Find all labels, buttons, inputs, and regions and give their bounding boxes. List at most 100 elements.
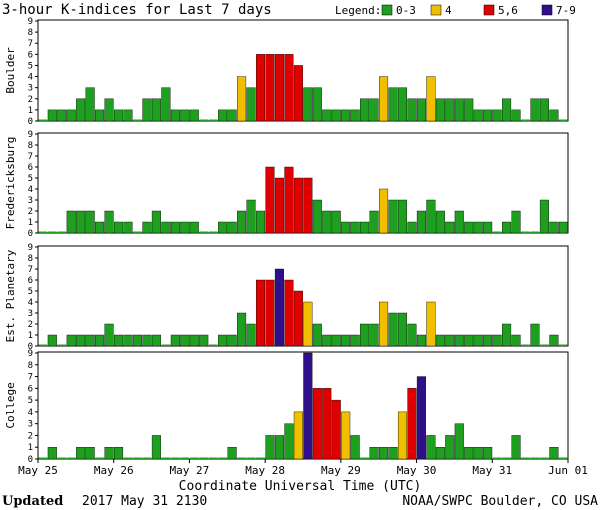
bar	[388, 312, 398, 347]
bar	[284, 166, 294, 234]
bar	[95, 457, 104, 459]
bar	[161, 344, 171, 346]
y-tick-label: 2	[28, 431, 33, 441]
bar	[521, 119, 530, 121]
bar	[104, 323, 114, 347]
bar	[293, 411, 303, 460]
panels: 0123456789Boulder0123456789Fredericksbur…	[4, 17, 569, 465]
bar	[435, 334, 445, 347]
bar	[397, 411, 408, 460]
bar	[274, 268, 284, 347]
bar	[227, 109, 237, 122]
bar	[549, 109, 559, 122]
bar	[530, 457, 540, 459]
bar	[341, 334, 351, 347]
bar	[464, 98, 474, 122]
bar	[47, 109, 57, 122]
bar	[85, 447, 95, 460]
y-tick-label: 8	[28, 361, 33, 371]
bar	[397, 199, 408, 234]
bar	[199, 457, 209, 459]
bar	[114, 109, 124, 122]
bar	[464, 447, 474, 460]
bar	[492, 334, 502, 347]
bar	[502, 323, 512, 347]
bar	[322, 388, 332, 460]
y-tick-label: 4	[28, 73, 33, 83]
bar	[47, 334, 57, 347]
bar	[559, 457, 568, 459]
bar	[416, 98, 426, 122]
bar	[539, 199, 549, 234]
bar	[388, 199, 398, 234]
bar	[95, 109, 105, 122]
bar	[133, 457, 142, 459]
y-tick-label: 6	[28, 163, 33, 173]
legend-entry-2: 5,6	[498, 4, 518, 17]
bar	[454, 423, 464, 460]
bar	[502, 221, 512, 234]
bar	[559, 344, 568, 346]
legend-swatch-3	[541, 4, 553, 16]
bar	[435, 210, 445, 234]
bar	[445, 98, 455, 122]
bar	[227, 221, 237, 234]
bar	[407, 98, 417, 122]
bar	[341, 109, 351, 122]
bar	[369, 447, 379, 460]
bar	[255, 54, 266, 122]
bar	[549, 447, 559, 460]
panel-frame	[37, 351, 569, 460]
y-tick-label: 9	[28, 130, 33, 140]
bar	[161, 457, 171, 459]
bar	[341, 411, 351, 460]
bar	[199, 231, 209, 233]
bar	[218, 221, 228, 234]
bar	[246, 323, 256, 347]
bar	[530, 231, 540, 233]
bar	[95, 334, 105, 347]
credit-text: NOAA/SWPC Boulder, CO USA	[402, 494, 598, 509]
y-tick-label: 9	[28, 349, 33, 359]
bar	[38, 344, 48, 346]
bar	[360, 323, 370, 347]
x-tick-label: May 30	[397, 464, 437, 477]
bar	[151, 210, 161, 234]
bar	[246, 199, 256, 234]
bar	[426, 435, 436, 460]
bar	[445, 334, 455, 347]
bar	[104, 98, 114, 122]
bar	[312, 323, 322, 347]
bar	[435, 98, 445, 122]
bar	[123, 109, 133, 122]
bar	[38, 231, 48, 233]
legend-entry-3: 7-9	[556, 4, 576, 17]
legend-entry-0: 0-3	[396, 4, 416, 17]
y-tick-label: 4	[28, 298, 33, 308]
y-tick-label: 0	[28, 342, 33, 352]
bar	[540, 344, 549, 346]
bar	[473, 109, 483, 122]
y-tick-label: 0	[28, 229, 33, 239]
bar	[142, 457, 152, 459]
bar	[255, 210, 266, 234]
bar	[407, 388, 417, 460]
bar	[151, 435, 161, 460]
bar	[208, 119, 218, 121]
x-tick-label: Jun 01	[548, 464, 588, 477]
bar	[274, 435, 284, 460]
bar	[397, 312, 408, 347]
bar	[312, 388, 322, 460]
bar	[435, 447, 445, 460]
bar	[322, 109, 332, 122]
bar	[142, 221, 152, 234]
panel-label: College	[4, 382, 17, 428]
bar	[255, 279, 266, 347]
y-tick-label: 3	[28, 309, 33, 319]
bar	[312, 87, 322, 122]
bar	[360, 98, 370, 122]
bar	[322, 210, 332, 234]
bar	[483, 334, 493, 347]
bar	[530, 98, 540, 122]
